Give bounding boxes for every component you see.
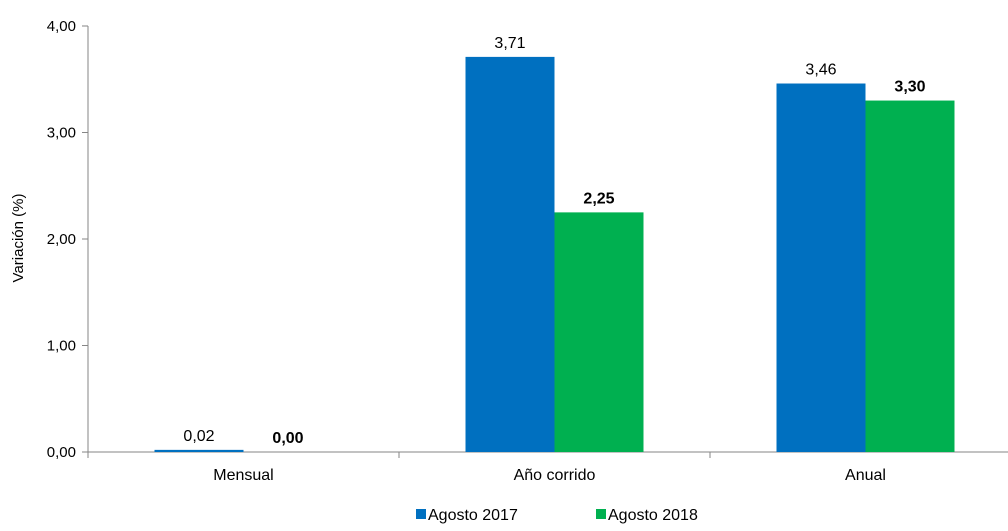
bar	[554, 212, 644, 452]
bars: 0,02 0,00 3,71 2,25 3,46 3,30	[154, 35, 955, 453]
legend-label: Agosto 2017	[428, 507, 518, 524]
x-axis: Mensual Año corrido Anual	[87, 451, 1008, 484]
y-tick-label: 4,00	[47, 18, 76, 35]
y-tick-label: 2,00	[47, 231, 76, 248]
data-label: 0,00	[272, 430, 303, 447]
data-label: 3,71	[494, 35, 525, 52]
bar	[865, 100, 955, 453]
x-tick-label: Anual	[845, 467, 886, 484]
legend-label: Agosto 2018	[608, 507, 698, 524]
x-tick-label: Año corrido	[514, 467, 596, 484]
y-tick-label: 3,00	[47, 125, 76, 142]
bar	[465, 56, 555, 452]
bar	[154, 449, 244, 452]
y-axis-title: Variación (%)	[10, 194, 27, 283]
data-label: 3,30	[894, 79, 925, 96]
bar	[776, 83, 866, 452]
y-tick-label: 0,00	[47, 444, 76, 461]
data-label: 2,25	[583, 190, 614, 207]
y-tick-label: 1,00	[47, 338, 76, 355]
legend-swatch	[416, 509, 426, 519]
legend: Agosto 2017 Agosto 2018	[416, 507, 698, 524]
data-label: 0,02	[183, 428, 214, 445]
data-label: 3,46	[805, 62, 836, 79]
x-tick-label: Mensual	[213, 467, 273, 484]
legend-swatch	[596, 509, 606, 519]
y-axis: 0,00 1,00 2,00 3,00 4,00	[47, 18, 89, 461]
